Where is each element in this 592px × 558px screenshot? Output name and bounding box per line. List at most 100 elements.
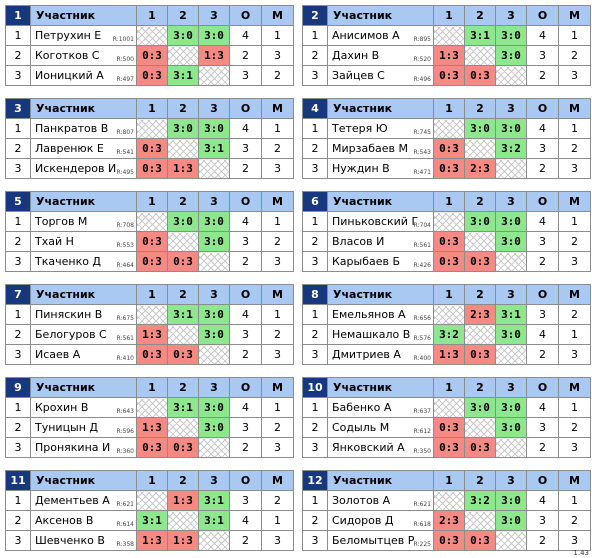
column-header-3: 3 <box>495 98 527 119</box>
points-header: O <box>526 5 559 26</box>
player-rating: R:496 <box>413 76 431 83</box>
column-header-2: 2 <box>464 470 496 491</box>
table-row: 1 Крохин В R:643 3:1 3:0 4 1 <box>5 397 294 418</box>
player-name: Петрухин Е <box>35 29 102 42</box>
points-header: O <box>229 470 262 491</box>
self-match-cell <box>433 490 465 511</box>
self-match-cell <box>167 324 199 345</box>
player-rating: R:643 <box>116 408 134 415</box>
score-cell: 0:3 <box>136 251 168 272</box>
group-number: 1 <box>5 5 31 26</box>
participant-header: Участник <box>30 470 137 491</box>
table-row: 3 Пронякина И R:360 0:3 0:3 2 3 <box>5 437 294 458</box>
score-cell: 0:3 <box>433 158 465 179</box>
player-name: Коготков С <box>35 49 100 62</box>
place-cell: 2 <box>261 417 294 438</box>
score-cell: 0:3 <box>136 138 168 159</box>
group-header-row: 12 Участник 1 2 3 O M <box>302 470 591 491</box>
score-cell: 2:3 <box>433 510 465 531</box>
player-rating: R:807 <box>116 129 134 136</box>
position-cell: 3 <box>302 530 328 551</box>
player-cell: Зайцев С R:496 <box>327 65 434 86</box>
score-cell: 0:3 <box>136 344 168 365</box>
points-cell: 4 <box>526 397 559 418</box>
group-header-row: 9 Участник 1 2 3 O M <box>5 377 294 398</box>
points-cell: 2 <box>229 158 262 179</box>
player-name: Искендеров И <box>35 162 117 175</box>
score-cell: 3:0 <box>464 211 496 232</box>
score-cell: 3:0 <box>495 510 527 531</box>
player-name: Лавренюк Е <box>35 142 104 155</box>
position-cell: 3 <box>5 530 31 551</box>
table-row: 1 Анисимов А R:895 3:1 3:0 4 1 <box>302 25 591 46</box>
position-cell: 2 <box>302 324 328 345</box>
group-table-10: 10 Участник 1 2 3 O M 1 Бабенко А R:637 3:0 3:0 4 1 2 С… <box>302 377 591 458</box>
score-cell: 0:3 <box>167 251 199 272</box>
score-cell: 3:0 <box>495 324 527 345</box>
column-header-2: 2 <box>464 191 496 212</box>
player-cell: Янковский А R:350 <box>327 437 434 458</box>
place-cell: 2 <box>558 231 591 252</box>
place-header: M <box>261 284 294 305</box>
group-table-4: 4 Участник 1 2 3 O M 1 Тетеря Ю R:745 3:0 3:0 4 1 2 Мир… <box>302 98 591 179</box>
score-cell: 3:0 <box>495 25 527 46</box>
self-match-cell <box>198 251 230 272</box>
score-cell: 0:3 <box>433 231 465 252</box>
player-name: Немашкало В <box>332 328 411 341</box>
player-cell: Бабенко А R:637 <box>327 397 434 418</box>
position-cell: 1 <box>5 304 31 325</box>
self-match-cell <box>136 397 168 418</box>
self-match-cell <box>167 231 199 252</box>
position-cell: 2 <box>5 45 31 66</box>
player-rating: R:225 <box>413 541 431 548</box>
group-number: 12 <box>302 470 328 491</box>
points-cell: 3 <box>229 490 262 511</box>
player-cell: Анисимов А R:895 <box>327 25 434 46</box>
player-name: Крохин В <box>35 401 89 414</box>
participant-header: Участник <box>30 377 137 398</box>
position-cell: 1 <box>5 490 31 511</box>
place-cell: 3 <box>261 251 294 272</box>
position-cell: 1 <box>302 25 328 46</box>
self-match-cell <box>433 118 465 139</box>
group-header-row: 11 Участник 1 2 3 O M <box>5 470 294 491</box>
points-header: O <box>526 98 559 119</box>
table-row: 2 Аксенов В R:614 3:1 3:1 4 1 <box>5 510 294 531</box>
points-cell: 4 <box>229 397 262 418</box>
score-cell: 3:2 <box>464 490 496 511</box>
player-cell: Сидоров Д R:618 <box>327 510 434 531</box>
position-cell: 3 <box>5 251 31 272</box>
position-cell: 1 <box>5 25 31 46</box>
player-name: Сидоров Д <box>332 514 394 527</box>
group-table-11: 11 Участник 1 2 3 O M 1 Дементьев А R:621 1:3 3:1 3 2… <box>5 470 294 551</box>
score-cell: 0:3 <box>433 138 465 159</box>
group-header-row: 1 Участник 1 2 3 O M <box>5 5 294 26</box>
player-name: Пиняскин В <box>35 308 103 321</box>
score-cell: 0:3 <box>167 344 199 365</box>
position-cell: 2 <box>302 417 328 438</box>
points-cell: 3 <box>526 138 559 159</box>
group-grid: 2 Участник 1 2 3 O M 1 Анисимов А R:895 3:1 3:0 4 1 2 Д… <box>302 5 591 86</box>
score-cell: 0:3 <box>167 437 199 458</box>
player-cell: Белогуров С R:561 <box>30 324 137 345</box>
self-match-cell <box>167 417 199 438</box>
player-name: Бабенко А <box>332 401 392 414</box>
group-grid: 1 Участник 1 2 3 O M 1 Петрухин Е R:1001 3:0 3:0 4 1 2… <box>5 5 294 86</box>
player-rating: R:745 <box>413 129 431 136</box>
column-header-2: 2 <box>464 377 496 398</box>
player-name: Панкратов В <box>35 122 109 135</box>
position-cell: 1 <box>302 211 328 232</box>
place-cell: 2 <box>261 231 294 252</box>
score-cell: 1:3 <box>433 344 465 365</box>
self-match-cell <box>136 211 168 232</box>
player-name: Туницын Д <box>35 421 99 434</box>
column-header-3: 3 <box>495 191 527 212</box>
self-match-cell <box>433 304 465 325</box>
table-row: 2 Дахин В R:520 1:3 3:0 3 2 <box>302 45 591 66</box>
table-row: 1 Тетеря Ю R:745 3:0 3:0 4 1 <box>302 118 591 139</box>
column-header-2: 2 <box>464 5 496 26</box>
place-header: M <box>261 191 294 212</box>
self-match-cell <box>433 211 465 232</box>
self-match-cell <box>167 510 199 531</box>
score-cell: 1:3 <box>136 417 168 438</box>
